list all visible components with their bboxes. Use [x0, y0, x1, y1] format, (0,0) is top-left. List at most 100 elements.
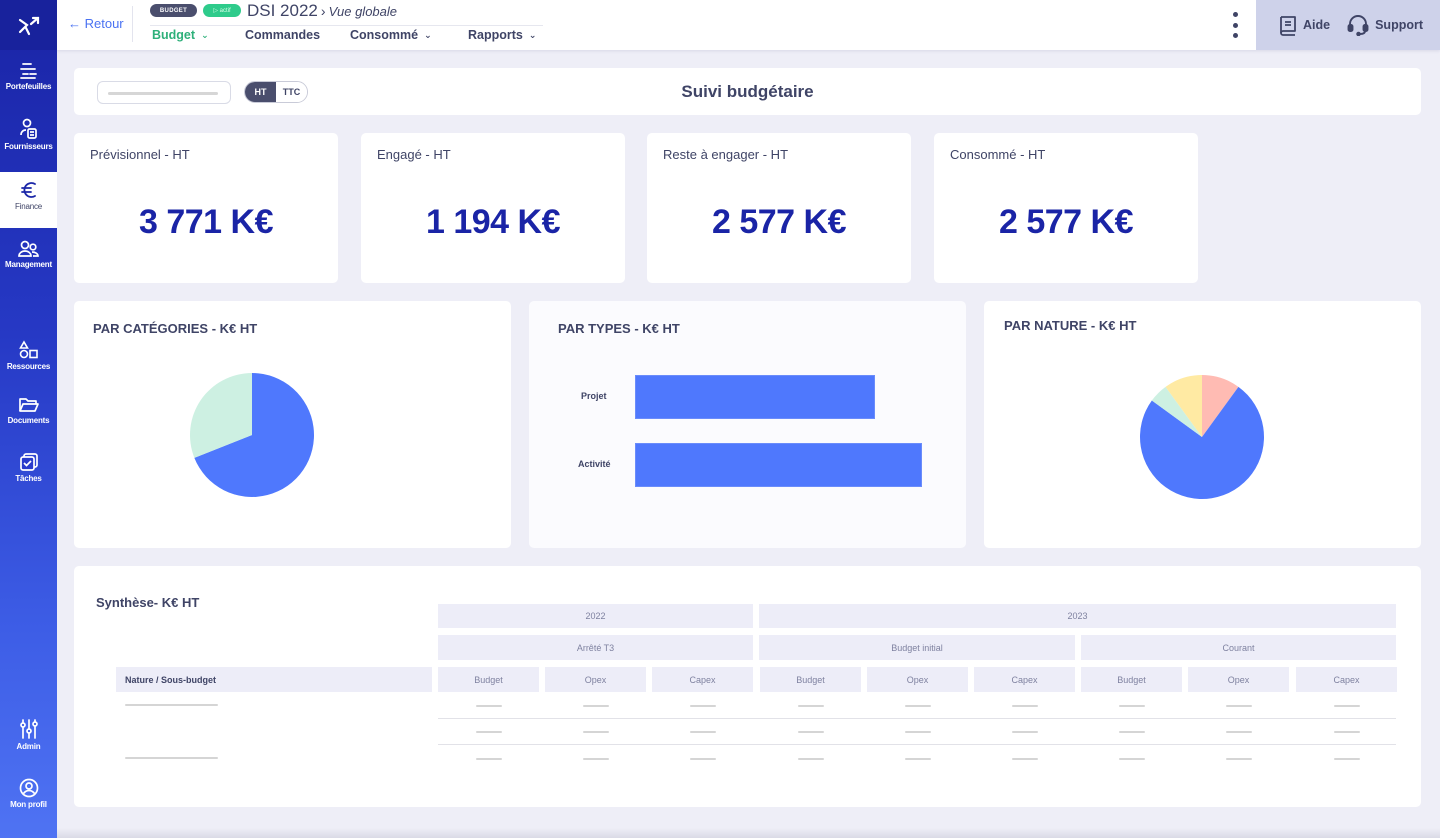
kpi-card-previsionnel: Prévisionnel - HT 3 771 K€ [74, 133, 338, 283]
toggle-ht[interactable]: HT [245, 82, 276, 102]
cell-placeholder [583, 731, 609, 733]
cell-placeholder [476, 758, 502, 760]
kpi-card-reste-a-engager: Reste à engager - HT 2 577 K€ [647, 133, 911, 283]
kebab-dot-icon [1232, 33, 1238, 38]
folder-icon [18, 398, 39, 412]
column-header[interactable]: Budget [1081, 667, 1182, 692]
sidebar-item-label: Portefeuilles [5, 82, 52, 91]
nav-label: Budget [152, 28, 196, 42]
chart-title: PAR CATÉGORIES - K€ HT [93, 321, 258, 336]
cell-placeholder [1119, 758, 1145, 760]
bottom-shadow [57, 828, 1440, 838]
nav-commandes[interactable]: Commandes [245, 28, 350, 42]
kpi-value: 1 194 K€ [426, 203, 561, 241]
sidebar-item-ressources[interactable]: Ressources [0, 340, 57, 376]
sidebar-item-portefeuilles[interactable]: Portefeuilles [0, 62, 57, 104]
cell-placeholder [1334, 705, 1360, 707]
headset-icon [1347, 15, 1369, 36]
row-label-placeholder [125, 704, 218, 706]
cell-placeholder [905, 758, 931, 760]
bar-activite[interactable] [635, 443, 922, 487]
cell-placeholder [1334, 758, 1360, 760]
column-header[interactable]: Opex [867, 667, 968, 692]
column-header[interactable]: Capex [1296, 667, 1397, 692]
column-header[interactable]: Budget [760, 667, 861, 692]
kpi-value: 2 577 K€ [712, 203, 847, 241]
year-header-2023: 2023 [759, 604, 1396, 628]
help-button[interactable]: Aide [1278, 14, 1330, 36]
toggle-ttc[interactable]: TTC [276, 82, 307, 102]
bar-label-activite: Activité [578, 459, 611, 469]
loading-placeholder [108, 92, 218, 95]
nature-pie-chart[interactable] [1138, 373, 1266, 501]
book-icon [1280, 16, 1296, 36]
column-header[interactable]: Budget [438, 667, 539, 692]
pie-slice[interactable] [190, 373, 252, 458]
group-header-budget-initial: Budget initial [759, 635, 1075, 660]
cell-placeholder [1119, 731, 1145, 733]
chart-title: PAR NATURE - K€ HT [1004, 318, 1137, 333]
sidebar-item-admin[interactable]: Admin [0, 718, 57, 760]
row-divider [438, 744, 1396, 745]
pie-slice[interactable] [1151, 386, 1202, 437]
row-label-placeholder [125, 757, 218, 759]
nav-consomme[interactable]: Consommé ⌄ [350, 28, 468, 42]
chart-title: PAR TYPES - K€ HT [558, 321, 680, 336]
sliders-icon [19, 719, 38, 739]
column-header-nature[interactable]: Nature / Sous-budget [116, 667, 432, 692]
pie-slice[interactable] [194, 373, 314, 497]
kebab-dot-icon [1232, 12, 1238, 17]
column-header[interactable]: Capex [652, 667, 753, 692]
sidebar-item-management[interactable]: Management [0, 240, 57, 274]
period-selector[interactable] [97, 81, 231, 104]
column-header[interactable]: Capex [974, 667, 1075, 692]
users-icon [17, 240, 39, 257]
kpi-value: 3 771 K€ [139, 203, 274, 241]
cell-placeholder [583, 758, 609, 760]
sidebar: Portefeuilles Fournisseurs Finance Manag… [0, 0, 57, 838]
kpi-value: 2 577 K€ [999, 203, 1134, 241]
sidebar-item-fournisseurs[interactable]: Fournisseurs [0, 118, 57, 162]
pie-slice[interactable] [1140, 386, 1264, 499]
supplier-icon [19, 118, 37, 139]
sidebar-item-label: Fournisseurs [4, 142, 53, 151]
nav-budget[interactable]: Budget ⌄ [152, 28, 245, 42]
cell-placeholder [476, 731, 502, 733]
nav-rapports[interactable]: Rapports ⌄ [468, 28, 536, 42]
synthese-table-card: Synthèse- K€ HT 2022 2023 Arrêté T3 Budg… [74, 566, 1421, 807]
year-header-2022: 2022 [438, 604, 753, 628]
sidebar-item-mon-profil[interactable]: Mon profil [0, 778, 57, 814]
cell-placeholder [1334, 731, 1360, 733]
section-title: Suivi budgétaire [681, 82, 814, 101]
tax-toggle[interactable]: HT TTC [244, 81, 308, 103]
app-logo[interactable] [0, 0, 57, 50]
sidebar-item-label: Documents [7, 416, 50, 425]
pie-slice[interactable] [1165, 375, 1202, 437]
breadcrumb-separator: › [320, 3, 326, 19]
back-link[interactable]: ← Retour [68, 16, 124, 31]
chevron-down-icon: ⌄ [424, 29, 432, 40]
column-header[interactable]: Opex [1188, 667, 1289, 692]
cell-placeholder [690, 758, 716, 760]
chart-card-categories: PAR CATÉGORIES - K€ HT [74, 301, 511, 548]
categories-pie-chart[interactable] [188, 371, 316, 499]
support-button[interactable]: Support [1346, 14, 1423, 36]
cell-placeholder [798, 758, 824, 760]
sidebar-item-label: Management [5, 260, 52, 269]
group-header-courant: Courant [1081, 635, 1396, 660]
status-badge: ▷ actif [203, 4, 241, 17]
cell-placeholder [690, 705, 716, 707]
nav-label: Commandes [245, 28, 321, 42]
shapes-icon [18, 340, 38, 359]
main-nav: Budget ⌄ Commandes Consommé ⌄ Rapports ⌄ [152, 28, 536, 42]
column-header[interactable]: Opex [545, 667, 646, 692]
sidebar-item-finance[interactable]: Finance [0, 172, 57, 228]
sidebar-item-documents[interactable]: Documents [0, 396, 57, 430]
bar-projet[interactable] [635, 375, 875, 419]
more-options-button[interactable] [1225, 12, 1245, 38]
support-label: Support [1375, 18, 1424, 32]
type-badge: BUDGET [150, 4, 197, 17]
sidebar-item-taches[interactable]: Tâches [0, 452, 57, 492]
pie-slice[interactable] [1202, 375, 1239, 437]
group-header-arrete-t3: Arrêté T3 [438, 635, 753, 660]
